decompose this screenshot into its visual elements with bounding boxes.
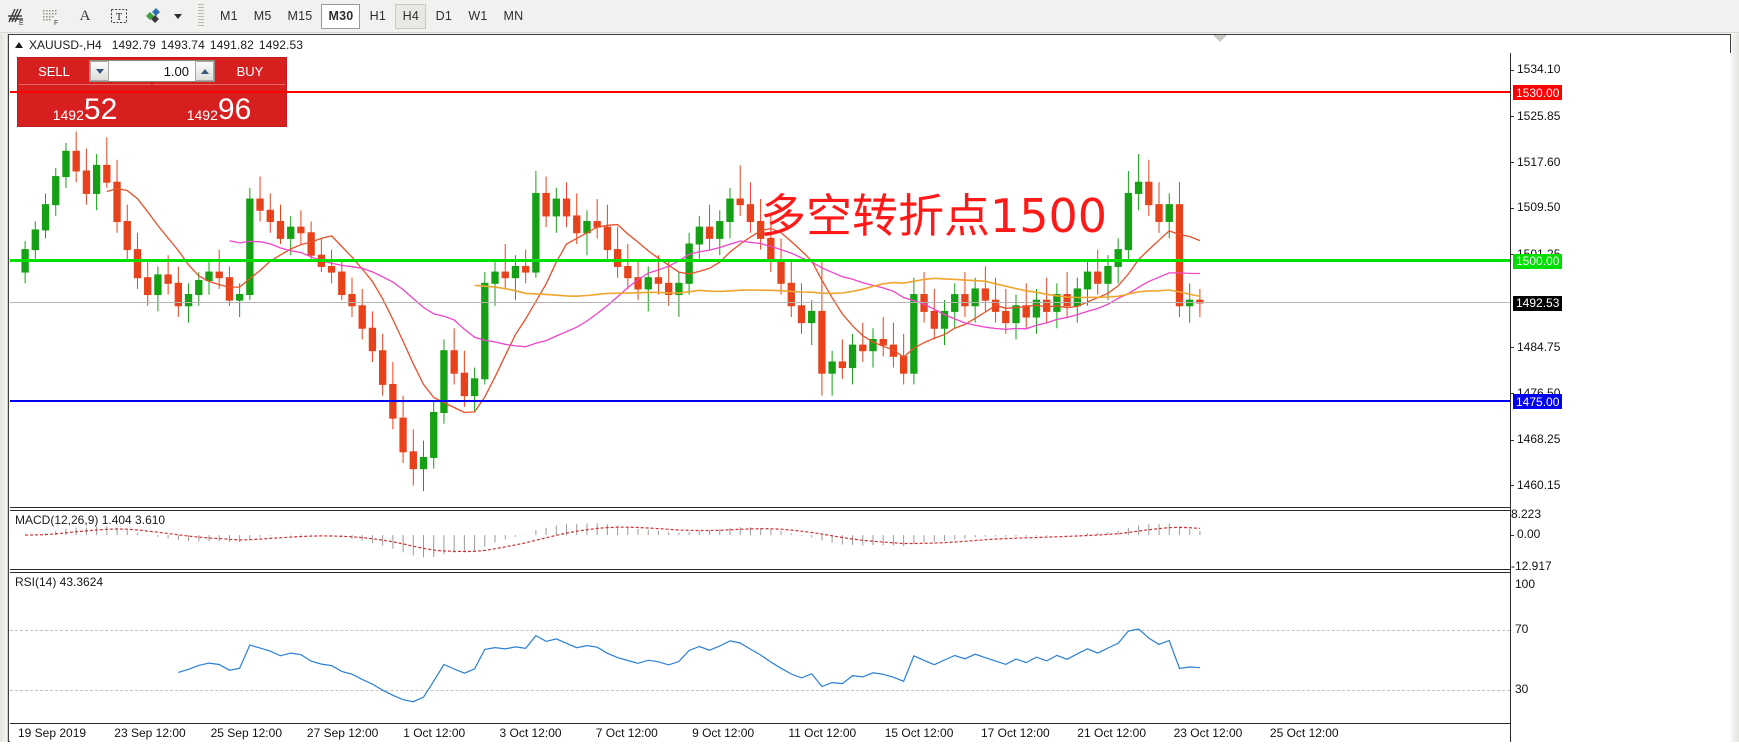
time-tick: 9 Oct 12:00 xyxy=(692,726,755,740)
price-tick: 1525.85 xyxy=(1511,109,1560,123)
timeframe-d1-button[interactable]: D1 xyxy=(435,9,453,23)
buy-button[interactable]: BUY xyxy=(236,63,264,79)
time-tick: 27 Sep 12:00 xyxy=(306,726,379,740)
ohlc-high: 1493.74 xyxy=(160,37,205,52)
time-tick: 19 Sep 2019 xyxy=(18,726,87,740)
window-bottom-strip xyxy=(0,742,1739,749)
timeframe-mn-button[interactable]: MN xyxy=(503,9,524,23)
macd-tick: -12.917 xyxy=(1511,559,1552,574)
chart-left-gutter[interactable] xyxy=(0,34,8,742)
rsi-tick: 100 xyxy=(1515,577,1536,591)
panel-collapse-arrow-icon[interactable] xyxy=(1213,35,1227,43)
price-tick: 1534.10 xyxy=(1511,62,1560,76)
price-tick: 1517.60 xyxy=(1511,155,1560,169)
volume-decrease-button[interactable] xyxy=(90,61,109,81)
rsi-level-70-line xyxy=(10,630,1510,631)
sell-price-base: 1492 xyxy=(52,107,84,123)
time-tick: 3 Oct 12:00 xyxy=(499,726,562,740)
chart-area[interactable]: XAUUSD-,H4 1492.79 1493.74 1491.82 1492.53 … xyxy=(8,34,1731,742)
time-tick: 7 Oct 12:00 xyxy=(595,726,658,740)
time-tick: 23 Sep 12:00 xyxy=(114,726,186,740)
indicators-icon[interactable]: E xyxy=(0,1,34,31)
macd-tick: 8.223 xyxy=(1511,507,1542,522)
toolbar-grip[interactable] xyxy=(196,4,206,28)
time-scale[interactable]: 19 Sep 2019 23 Sep 12:00 25 Sep 12:00 27 Se… xyxy=(10,723,1510,742)
sell-price-pips: 52 xyxy=(83,93,118,126)
support-line-1475[interactable] xyxy=(10,400,1510,403)
volume-stepper[interactable]: 1.00 xyxy=(89,60,215,82)
rsi-level-30-line xyxy=(10,690,1510,691)
text-icon[interactable]: A xyxy=(79,7,91,24)
buy-price-base: 1492 xyxy=(186,107,218,123)
time-tick: 21 Oct 12:00 xyxy=(1077,726,1147,740)
time-tick: 1 Oct 12:00 xyxy=(403,726,466,740)
pivot-line-1500[interactable] xyxy=(10,259,1510,263)
ohlc-low: 1491.82 xyxy=(209,37,254,52)
timeframe-w1-button[interactable]: W1 xyxy=(468,9,488,23)
price-tick: 1484.75 xyxy=(1511,340,1560,354)
price-tick: 1468.25 xyxy=(1511,432,1560,446)
price-tick: 1509.50 xyxy=(1511,200,1560,214)
price-tick: 1460.15 xyxy=(1511,478,1560,492)
price-badge-red: 1530.00 xyxy=(1513,85,1563,101)
price-pane[interactable]: 多空转折点1500 xyxy=(10,53,1510,508)
rsi-label: RSI(14) 43.3624 xyxy=(15,575,104,589)
svg-text:F: F xyxy=(54,20,58,26)
chart-right-gutter[interactable] xyxy=(1731,34,1739,742)
text-label-icon[interactable]: T xyxy=(102,1,136,31)
volume-increase-button[interactable] xyxy=(195,61,214,81)
price-badge-blue: 1475.00 xyxy=(1513,394,1563,410)
grid-icon[interactable]: F xyxy=(34,1,68,31)
timeframe-m5-button[interactable]: M5 xyxy=(253,9,272,23)
price-badge-green: 1500.00 xyxy=(1513,253,1563,269)
timeframe-m30-button[interactable]: M30 xyxy=(321,3,361,29)
ohlc-close: 1492.53 xyxy=(258,37,303,52)
timeframe-h1-button[interactable]: H1 xyxy=(369,9,387,23)
resistance-line-1530[interactable] xyxy=(10,91,1510,94)
rsi-tick: 70 xyxy=(1515,622,1529,636)
svg-text:T: T xyxy=(116,12,122,23)
ohlc-open: 1492.79 xyxy=(111,37,156,52)
time-tick: 23 Oct 12:00 xyxy=(1173,726,1243,740)
time-tick: 15 Oct 12:00 xyxy=(884,726,954,740)
current-price-line xyxy=(10,302,1510,304)
timeframe-h4-button[interactable]: H4 xyxy=(395,3,427,29)
oct-prices-row: 1492 52 1492 96 xyxy=(18,84,286,126)
volume-value[interactable]: 1.00 xyxy=(163,63,189,79)
timeframe-m1-button[interactable]: M1 xyxy=(220,9,238,23)
time-tick: 17 Oct 12:00 xyxy=(981,726,1050,740)
price-scale[interactable]: 1534.101525.851517.601509.501501.251484.… xyxy=(1510,53,1731,742)
symbol-header: XAUUSD-,H4 1492.79 1493.74 1491.82 1492.53 xyxy=(10,36,1510,53)
time-tick: 11 Oct 12:00 xyxy=(788,726,857,740)
macd-series xyxy=(25,523,1201,558)
ohlc-values: 1492.79 1493.74 1491.82 1492.53 xyxy=(112,38,308,52)
macd-label: MACD(12,26,9) 1.404 3.610 xyxy=(15,513,166,527)
price-badge-black: 1492.53 xyxy=(1513,295,1563,311)
buy-price[interactable]: 1492 96 xyxy=(153,84,285,125)
macd-pane[interactable]: MACD(12,26,9) 1.404 3.610 xyxy=(10,510,1510,570)
time-tick: 25 Oct 12:00 xyxy=(1269,726,1339,740)
oct-controls-row: SELL 1.00 BUY xyxy=(18,58,286,84)
objects-dropdown-caret[interactable] xyxy=(170,1,186,31)
rsi-tick: 30 xyxy=(1515,682,1529,696)
chart-expand-triangle-icon[interactable] xyxy=(15,41,23,48)
chart-toolbar: E F A xyxy=(0,0,1739,33)
rsi-series xyxy=(178,628,1200,703)
buy-price-pips: 96 xyxy=(217,93,252,126)
chart-annotation-text: 多空转折点1500 xyxy=(760,189,1108,243)
svg-text:E: E xyxy=(19,20,24,26)
rsi-pane[interactable]: RSI(14) 43.3624 xyxy=(10,572,1510,722)
objects-icon[interactable] xyxy=(136,1,170,31)
symbol-label: XAUUSD-,H4 xyxy=(29,37,102,52)
time-tick: 25 Sep 12:00 xyxy=(210,726,282,740)
sell-button[interactable]: SELL xyxy=(38,63,70,79)
timeframe-m15-button[interactable]: M15 xyxy=(287,9,313,23)
timeframe-group: M1 M5 M15 M30 H1 H4 D1 W1 MN xyxy=(212,3,531,29)
macd-tick: 0.00 xyxy=(1511,527,1540,541)
sell-price[interactable]: 1492 52 xyxy=(19,84,151,125)
